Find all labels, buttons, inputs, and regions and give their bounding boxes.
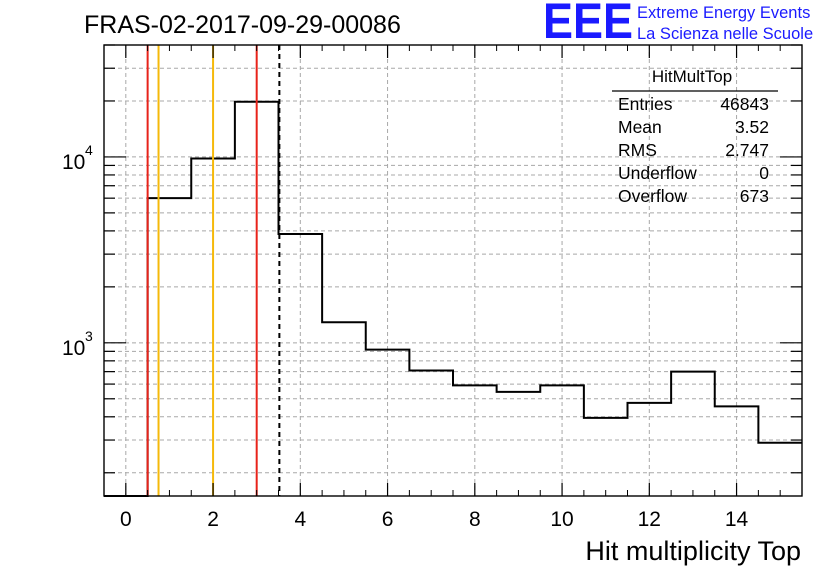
stats-label: Underflow [618,163,697,183]
x-tick-label: 4 [294,508,306,531]
histogram-outline [104,100,802,497]
logo-line-1: Extreme Energy Events [637,4,810,22]
stats-label: Overflow [618,186,687,206]
histogram-bin [715,406,759,496]
y-tick-label: 103 [62,328,93,360]
histogram-bin [279,234,323,496]
stats-value: 2.747 [725,140,769,160]
histogram-bin [409,370,453,496]
histogram-bin [758,443,802,496]
chart-title: FRAS-02-2017-09-29-00086 [84,11,401,39]
stats-value: 0 [759,163,769,183]
eee-logo: EEE Extreme Energy Events La Scienza nel… [543,0,813,49]
stats-box: HitMultTop Entries 46843 Mean 3.52 RMS 2.747 U… [612,67,778,206]
histogram-bin [366,350,410,496]
y-tick-base: 10 [62,151,85,174]
stats-rows: Entries 46843 Mean 3.52 RMS 2.747 Underflow 0 Ov… [618,94,769,206]
x-axis-title: Hit multiplicity Top [585,536,801,566]
histogram-bin [497,392,541,496]
stats-value: 46843 [720,94,769,114]
x-tick-label: 2 [207,508,219,531]
stats-label: Mean [618,117,662,137]
y-tick-exponent: 4 [85,142,93,158]
histogram-bin [584,418,628,496]
x-tick-label: 14 [725,508,749,531]
logo-line-2: La Scienza nelle Scuole [637,25,813,43]
histogram-bin [453,385,497,496]
stats-value: 673 [740,186,769,206]
histogram-bin [628,403,672,496]
stats-title: HitMultTop [652,67,732,86]
histogram-bin [671,372,715,496]
x-tick-label: 0 [120,508,132,531]
x-tick-label: 6 [382,508,394,531]
histogram-series [104,100,802,497]
marker-lines [146,45,281,496]
histogram-bin [322,322,366,496]
y-tick-base: 10 [62,337,85,360]
y-tick-label: 104 [62,142,93,174]
x-tick-label: 8 [469,508,481,531]
histogram-bin [148,198,192,496]
x-tick-label: 10 [550,508,573,531]
logo-text: EEE [543,0,633,49]
histogram-bin [540,385,584,496]
y-tick-exponent: 3 [85,328,93,344]
stats-label: Entries [618,94,673,114]
x-tick-label: 12 [638,508,661,531]
stats-label: RMS [618,140,657,160]
stats-value: 3.52 [735,117,769,137]
